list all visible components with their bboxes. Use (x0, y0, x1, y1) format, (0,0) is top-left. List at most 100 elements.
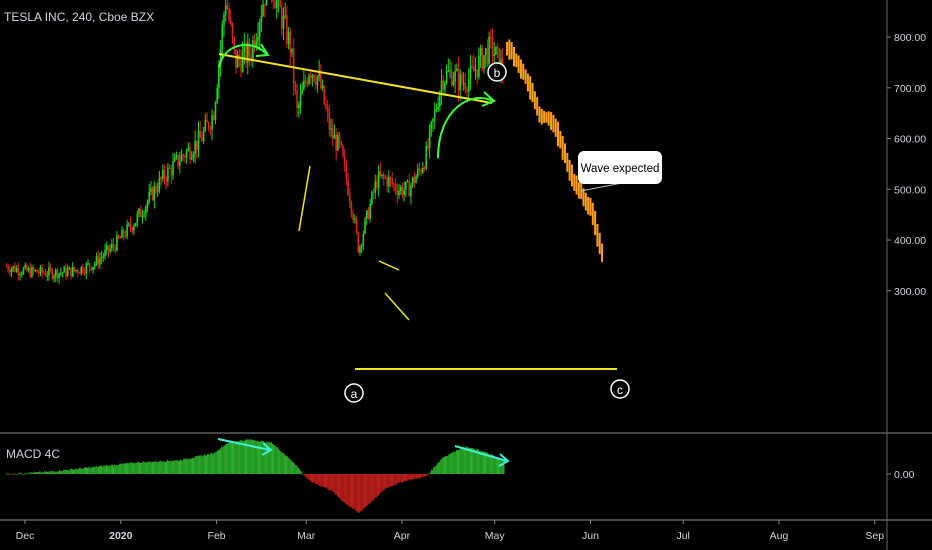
macd-histogram-bar (97, 466, 99, 474)
macd-histogram-bar (167, 460, 169, 474)
macd-histogram-bar (402, 474, 404, 483)
candle-body (369, 204, 371, 219)
macd-histogram-bar (353, 474, 355, 509)
macd-histogram-bar (486, 452, 488, 474)
macd-histogram-bar (361, 474, 363, 511)
candle-body (374, 181, 377, 193)
wave-c-label[interactable]: c (610, 379, 630, 399)
candle-body (481, 47, 484, 69)
price-axis[interactable]: 300.00400.00500.00600.00700.00800.00900.… (887, 0, 932, 298)
candle-body (432, 118, 434, 122)
macd-histogram-bar (297, 468, 299, 474)
candle-body (381, 174, 383, 176)
macd-histogram-bar (121, 463, 123, 474)
candle-body (182, 154, 185, 157)
macd-histogram-bar (295, 465, 297, 474)
macd-histogram-bar (366, 474, 368, 507)
macd-histogram-bar (181, 460, 183, 474)
candle-body (382, 174, 385, 178)
time-tick-label: Mar (297, 530, 316, 542)
macd-histogram-bar (350, 474, 352, 508)
projection-bar (596, 223, 599, 247)
wave-a-label[interactable]: a (344, 383, 364, 403)
candle-body (136, 214, 139, 224)
macd-histogram-bar (360, 474, 362, 511)
candle-body (408, 180, 411, 197)
macd-histogram-bar (34, 471, 36, 474)
candle-body (348, 194, 351, 203)
candle-body (318, 71, 320, 77)
macd-histogram-bar (455, 449, 457, 474)
candle-body (34, 270, 37, 272)
macd-histogram-bar (255, 441, 257, 474)
macd-histogram-bar (385, 474, 387, 489)
candle-body (245, 43, 247, 63)
macd-histogram-bar (54, 471, 56, 474)
macd-histogram-bar (246, 439, 248, 474)
macd-histogram-bar (491, 454, 493, 474)
candle-body (167, 167, 169, 182)
projection-bar (536, 97, 539, 116)
macd-histogram-bar (415, 474, 417, 480)
macd-histogram-bar (383, 474, 385, 491)
macd-histogram-bar (95, 466, 97, 474)
macd-histogram-bar (413, 474, 415, 479)
macd-histogram-bar (234, 441, 236, 474)
macd-histogram-bar (30, 472, 32, 474)
macd-histogram-bar (39, 471, 41, 474)
macd-histogram-bar (83, 467, 85, 474)
macd-histogram-bar (149, 461, 151, 474)
macd-histogram-bar (115, 465, 117, 474)
wave-b-label[interactable]: b (487, 62, 507, 82)
time-tick-label: Dec (16, 530, 35, 542)
macd-histogram-bar (420, 474, 422, 479)
candle-body (77, 270, 79, 273)
macd-divergence-arrow-2[interactable] (454, 445, 508, 462)
macd-histogram-bar (376, 474, 378, 496)
macd-histogram-bar (35, 472, 37, 474)
candle-body (474, 69, 477, 72)
time-axis[interactable]: Dec 2020 Feb Mar Apr May Jun Jul Aug Sep (16, 520, 885, 542)
candle-body (17, 268, 20, 275)
candle-body (219, 47, 222, 65)
candle-body (73, 267, 76, 271)
macd-histogram-bar (498, 457, 500, 474)
candle-body (105, 245, 108, 250)
macd-indicator-title[interactable]: MACD 4C (6, 447, 61, 461)
macd-histogram-bar (321, 474, 323, 487)
b-curved-arrow[interactable] (437, 97, 494, 159)
macd-axis[interactable]: 0.00 (887, 469, 915, 481)
upper-trendline[interactable] (218, 53, 493, 104)
macd-histogram-bar (180, 459, 182, 474)
candle-body (201, 137, 203, 142)
macd-histogram-bar (317, 474, 319, 485)
macd-histogram-bar (327, 474, 329, 490)
macd-histogram-bar (5, 473, 7, 475)
candle-body (357, 232, 360, 253)
wave-down-line[interactable] (298, 165, 311, 232)
macd-histogram-bar (386, 474, 388, 489)
macd-histogram-bar (70, 468, 72, 474)
macd-histogram-bar (87, 467, 89, 474)
candle-body (236, 54, 239, 68)
macd-histogram-bar (26, 473, 28, 475)
macd-histogram-bar (51, 471, 53, 474)
flag-trendline-lower[interactable] (384, 292, 410, 321)
macd-histogram-bar (393, 474, 395, 486)
flag-trendline-upper[interactable] (378, 260, 400, 271)
wave-expected-callout[interactable]: Wave expected (578, 151, 662, 192)
candle-body (352, 212, 354, 220)
candle-body (82, 266, 84, 273)
projection-bar (522, 63, 525, 80)
macd-histogram-bar (262, 440, 264, 474)
macd-histogram-bar (224, 445, 226, 474)
macd-histogram-bar (210, 453, 212, 474)
candle-body (99, 258, 101, 265)
projection-bar (557, 121, 560, 147)
macd-histogram-bar (11, 474, 13, 475)
top-curved-arrow[interactable] (218, 43, 268, 68)
macd-histogram-bar (98, 466, 100, 474)
macd-histogram-bar (341, 474, 343, 501)
macd-divergence-arrow-1[interactable] (217, 438, 271, 451)
